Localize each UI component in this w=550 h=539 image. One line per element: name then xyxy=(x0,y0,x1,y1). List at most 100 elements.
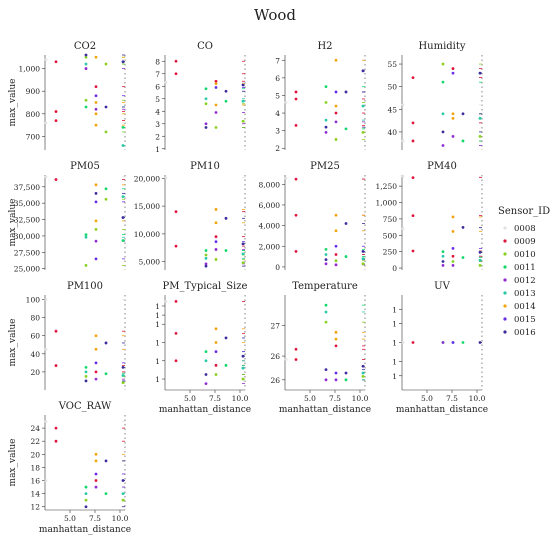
data-point xyxy=(441,254,445,258)
y-tick-label: 700 xyxy=(26,132,41,141)
data-point xyxy=(334,371,338,375)
data-point xyxy=(324,253,328,256)
data-point xyxy=(334,90,338,94)
legend-label: 0014 xyxy=(514,302,536,312)
data-point xyxy=(324,368,328,372)
data-point xyxy=(204,359,208,363)
data-point xyxy=(334,138,338,141)
y-tick-label: 7 xyxy=(275,56,280,65)
data-point xyxy=(44,479,48,482)
panel-pm10: PM10 5,000 10,000 15,000 20,000 xyxy=(134,161,246,270)
data-point xyxy=(334,58,338,62)
y-axis-label: max_value xyxy=(8,439,18,487)
data-point xyxy=(324,131,328,134)
y-tick-label: 6 xyxy=(155,82,160,91)
data-point xyxy=(411,139,415,143)
data-point xyxy=(104,341,108,345)
y-tick-label: 1,250 xyxy=(376,182,398,191)
data-point xyxy=(344,90,348,94)
data-point xyxy=(94,370,98,374)
data-point xyxy=(204,264,208,268)
data-point xyxy=(84,235,88,239)
y-tick-label: 40 xyxy=(387,128,397,137)
data-point xyxy=(174,244,178,248)
y-tick-label: 100 xyxy=(26,296,41,305)
y-tick-label: 500 xyxy=(383,231,398,240)
data-point xyxy=(224,363,228,367)
panel-co: CO 1 2 3 4 5 6 7 8 xyxy=(155,41,246,154)
panel-title: Temperature xyxy=(292,281,358,292)
data-point xyxy=(411,214,415,218)
data-point xyxy=(174,331,178,335)
y-tick-label: 750 xyxy=(383,215,398,224)
data-point xyxy=(214,86,218,89)
data-point xyxy=(451,67,455,70)
panel-pm05: PM05 25,000 27,500 30,000 32,500 35,000 37,500… xyxy=(8,161,126,274)
data-point xyxy=(54,329,58,333)
y-tick-label: 15,000 xyxy=(134,202,160,211)
data-point xyxy=(451,116,455,120)
data-point xyxy=(204,122,208,126)
data-point xyxy=(104,459,108,463)
data-point xyxy=(214,350,218,354)
y-tick-label: 1 xyxy=(392,372,397,381)
data-point xyxy=(334,111,338,115)
panel-title: PM10 xyxy=(190,161,220,172)
data-point xyxy=(214,327,218,331)
data-point xyxy=(441,112,445,116)
x-tick-label: 10.0 xyxy=(469,394,486,403)
data-point xyxy=(54,60,58,64)
panel-uv: UV 1 1 1 1 1 5.0 7.5 10.0 manhattan_distance xyxy=(392,281,488,415)
data-point xyxy=(441,144,445,147)
data-point xyxy=(204,373,208,376)
y-tick-label: 1 xyxy=(155,302,160,311)
data-point xyxy=(451,264,455,267)
data-point xyxy=(284,176,288,180)
data-point xyxy=(204,262,208,266)
data-point xyxy=(214,126,218,129)
y-tick-label: 1 xyxy=(155,320,160,329)
legend-label: 0016 xyxy=(514,328,536,338)
legend-marker xyxy=(503,304,507,308)
data-point xyxy=(214,341,218,344)
data-point xyxy=(451,260,455,263)
data-point xyxy=(294,358,298,361)
data-point xyxy=(411,121,415,125)
y-tick-label: 5 xyxy=(155,95,160,104)
panel-title: PM100 xyxy=(67,281,103,292)
x-axis-label: manhattan_distance xyxy=(396,405,488,415)
panel-title: PM_Typical_Size xyxy=(163,281,248,292)
y-tick-label: 2,000 xyxy=(259,242,281,251)
y-tick-label: 80 xyxy=(30,314,40,323)
data-point xyxy=(94,334,98,338)
legend-marker xyxy=(503,226,507,230)
data-point xyxy=(44,121,48,125)
data-point xyxy=(324,310,328,314)
data-point xyxy=(324,262,328,266)
data-point xyxy=(94,361,98,365)
data-point xyxy=(294,97,298,101)
data-point xyxy=(324,85,328,89)
data-point xyxy=(94,94,98,98)
data-point xyxy=(441,130,445,134)
y-tick-label: 20 xyxy=(30,368,40,377)
data-point xyxy=(104,197,108,201)
data-point xyxy=(164,299,168,303)
data-point xyxy=(344,127,348,131)
y-tick-label: 30,000 xyxy=(14,232,40,241)
data-point xyxy=(94,452,98,456)
x-tick-label: 7.5 xyxy=(209,394,221,403)
x-tick-label: 5.0 xyxy=(421,394,433,403)
data-point xyxy=(84,375,88,378)
legend-label: 0008 xyxy=(514,224,536,234)
legend-label: 0012 xyxy=(514,276,536,286)
data-point xyxy=(461,139,465,143)
data-point xyxy=(84,55,88,59)
legend-marker xyxy=(503,239,507,243)
y-tick-label: 800 xyxy=(26,110,41,119)
panel-title: H2 xyxy=(317,41,332,52)
data-point xyxy=(441,80,445,84)
data-point xyxy=(411,76,415,80)
data-point xyxy=(84,365,88,369)
